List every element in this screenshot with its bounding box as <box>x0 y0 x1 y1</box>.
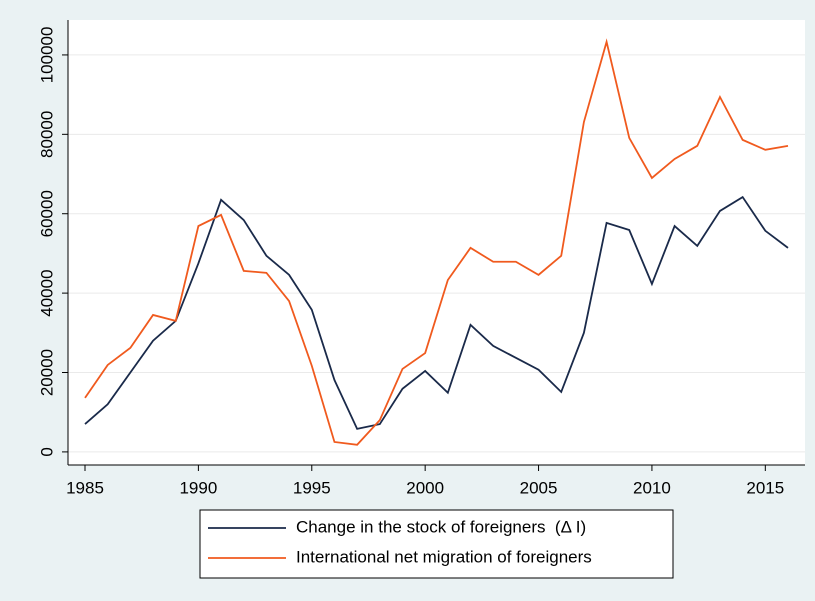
y-tick-label: 20000 <box>37 349 56 396</box>
legend-label: International net migration of foreigner… <box>296 547 592 566</box>
y-tick-label: 80000 <box>37 111 56 158</box>
plot-area <box>68 20 805 465</box>
x-tick-label: 2005 <box>520 478 558 497</box>
y-tick-label: 100000 <box>37 27 56 84</box>
x-tick-label: 2000 <box>406 478 444 497</box>
x-tick-label: 2010 <box>633 478 671 497</box>
legend-box <box>199 509 674 579</box>
y-tick-label: 0 <box>37 447 56 456</box>
x-tick-label: 1995 <box>293 478 331 497</box>
legend-label: Change in the stock of foreigners (Δ I) <box>296 517 586 536</box>
line-series <box>84 38 789 446</box>
x-tick-label: 1985 <box>66 478 104 497</box>
line-series <box>84 195 789 430</box>
x-tick-label: 1990 <box>179 478 217 497</box>
y-tick-label: 40000 <box>37 269 56 316</box>
x-tick-label: 2015 <box>746 478 784 497</box>
y-tick-label: 60000 <box>37 190 56 237</box>
